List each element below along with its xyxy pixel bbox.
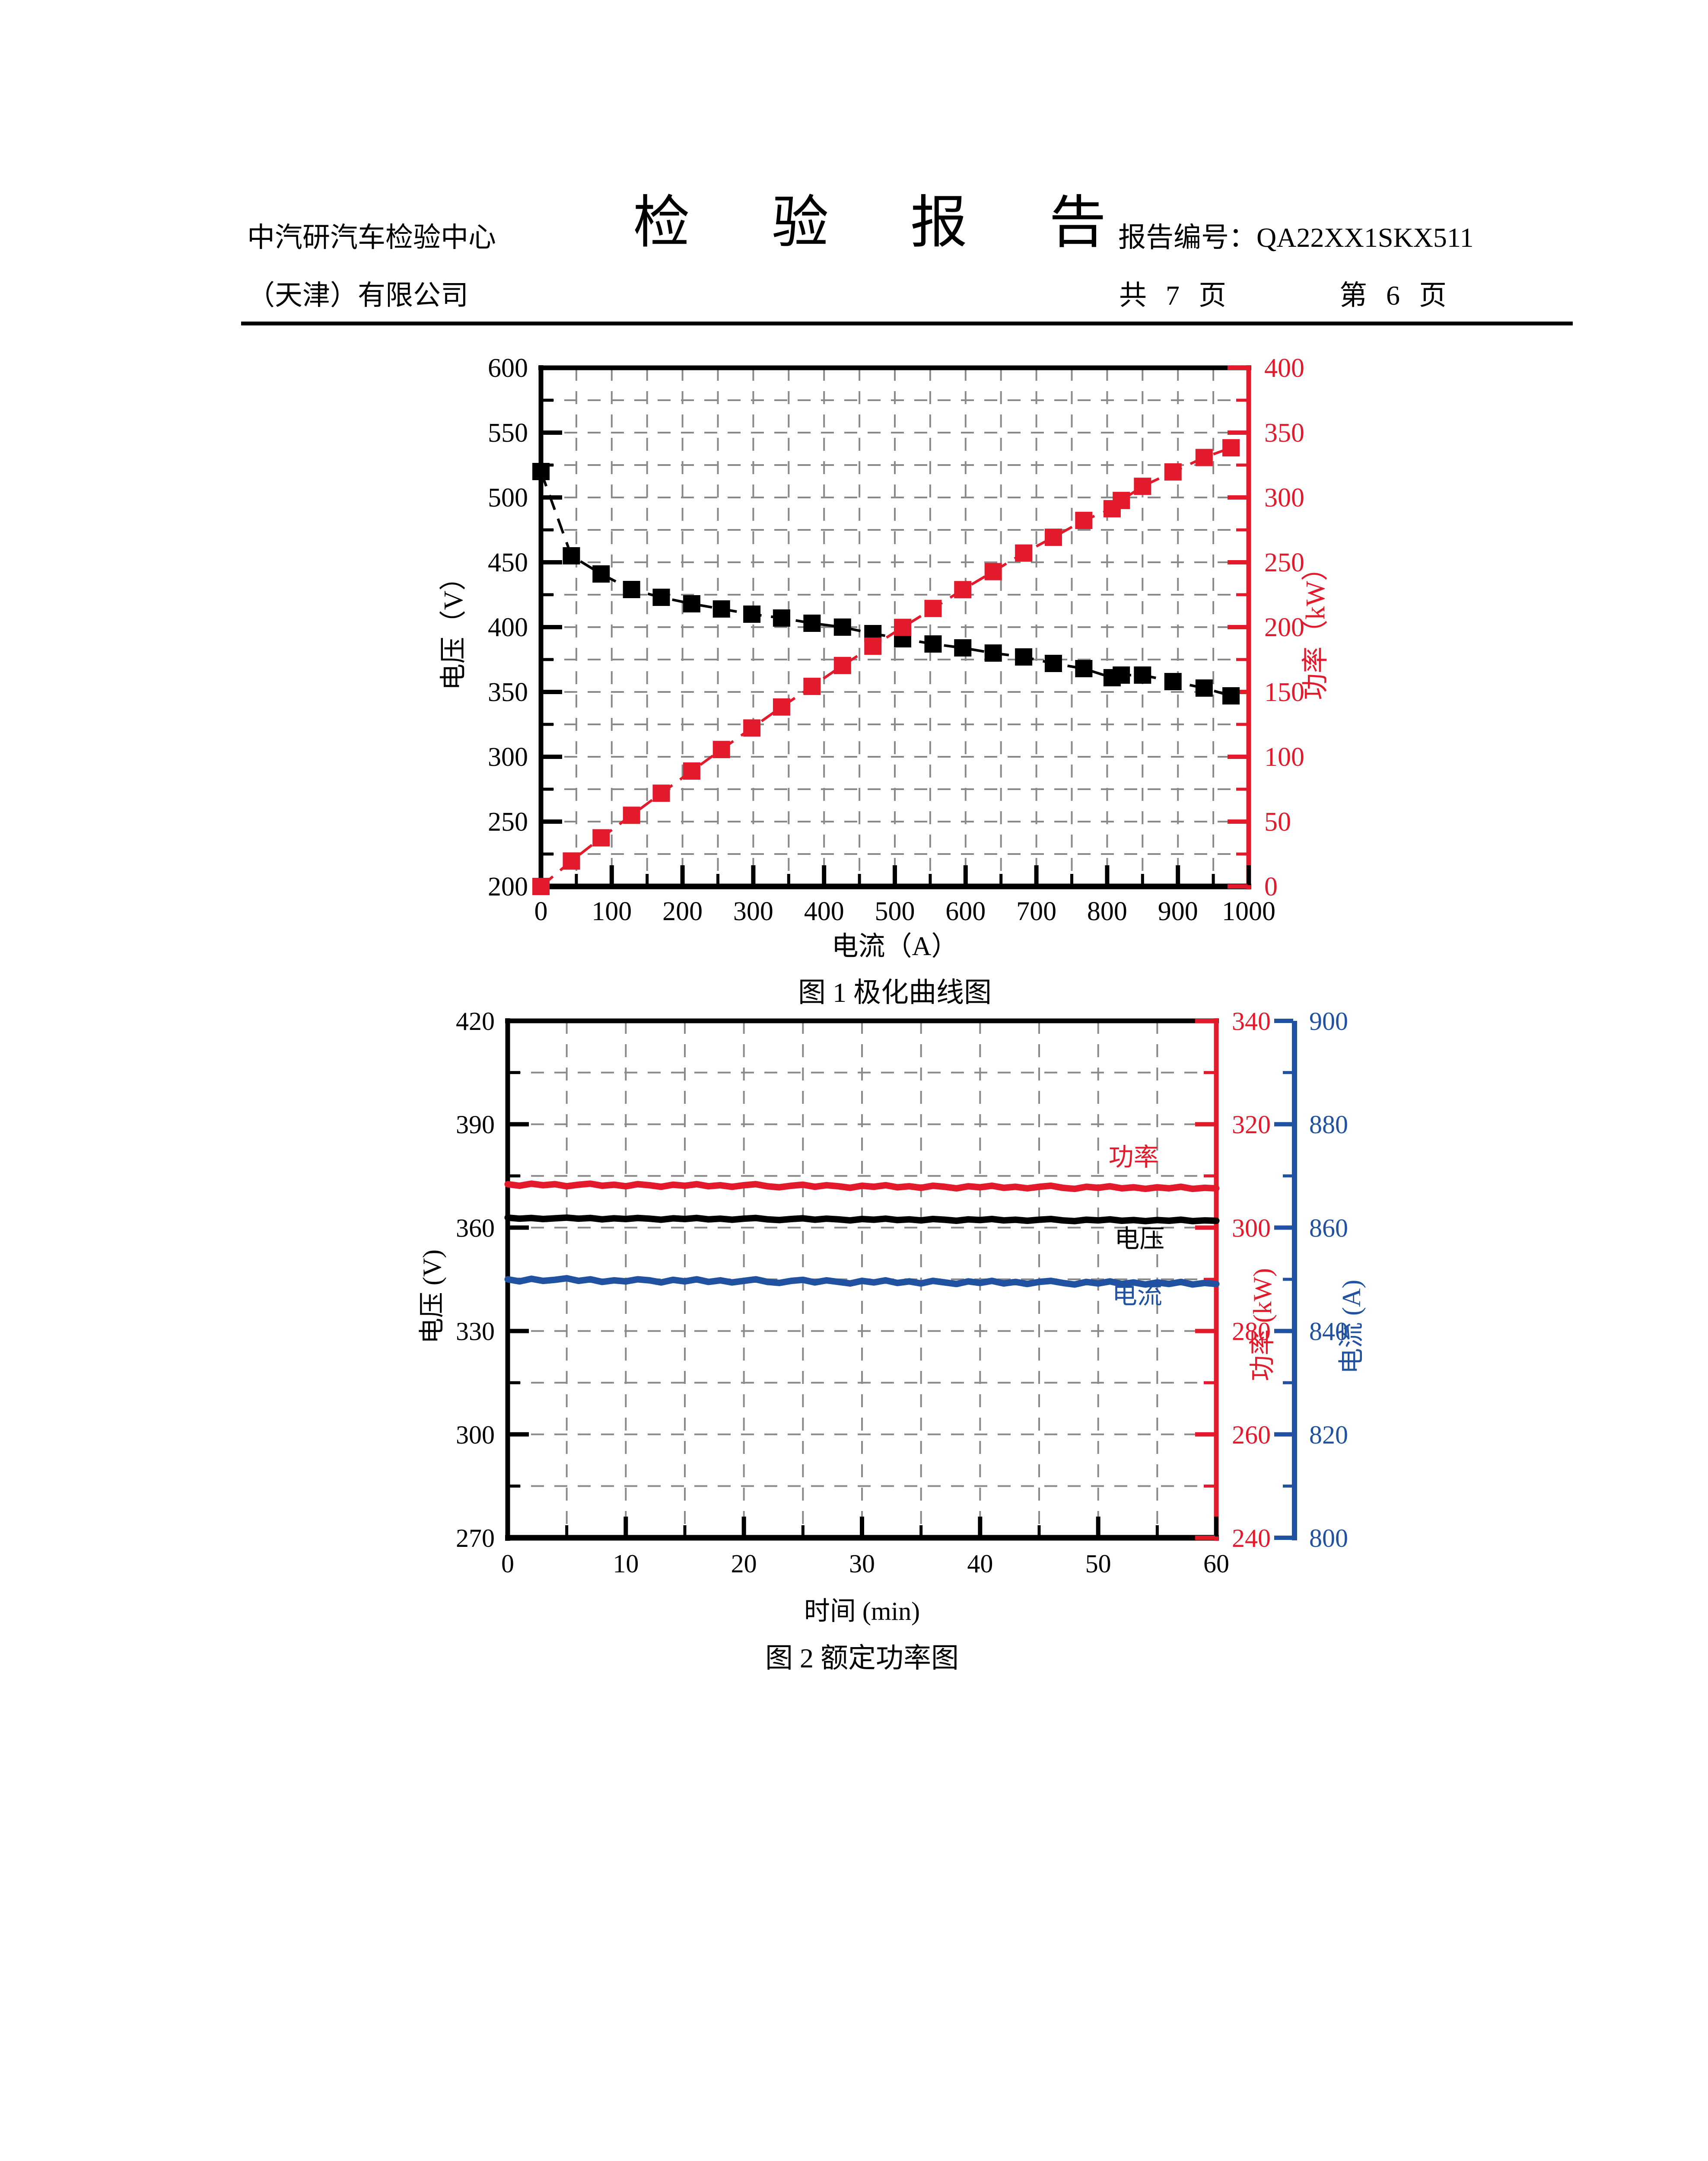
svg-text:电流: 电流 (1112, 1281, 1162, 1309)
svg-text:0: 0 (534, 897, 548, 926)
svg-text:300: 300 (1264, 483, 1304, 513)
svg-text:500: 500 (875, 897, 915, 926)
header-organization: 中汽研汽车检验中心 (247, 222, 496, 253)
svg-text:200: 200 (488, 872, 528, 902)
svg-text:电流（A）: 电流（A） (832, 932, 958, 961)
svg-text:图 2 额定功率图: 图 2 额定功率图 (765, 1643, 959, 1673)
header-pages-total: 共 7 页 (1119, 280, 1232, 311)
svg-text:250: 250 (1264, 548, 1304, 577)
svg-text:60: 60 (1203, 1549, 1229, 1578)
svg-text:1000: 1000 (1222, 897, 1275, 926)
svg-text:30: 30 (849, 1549, 875, 1578)
svg-text:400: 400 (804, 897, 844, 926)
svg-text:350: 350 (1264, 418, 1304, 448)
svg-text:20: 20 (731, 1549, 757, 1578)
svg-text:860: 860 (1309, 1214, 1348, 1242)
svg-text:功率 (kW): 功率 (kW) (1248, 1268, 1277, 1381)
svg-text:330: 330 (456, 1317, 495, 1346)
report-number-label: 报告编号： (1118, 222, 1256, 253)
svg-text:功率: 功率 (1109, 1143, 1159, 1171)
svg-text:时间 (min): 时间 (min) (804, 1597, 920, 1626)
svg-text:300: 300 (733, 897, 773, 926)
svg-text:350: 350 (488, 678, 528, 707)
svg-text:880: 880 (1309, 1110, 1348, 1139)
header-page-current: 第 6 页 (1339, 280, 1453, 311)
svg-text:360: 360 (456, 1214, 495, 1242)
svg-text:电压（V）: 电压（V） (439, 564, 468, 691)
svg-text:250: 250 (488, 807, 528, 837)
svg-text:900: 900 (1309, 1007, 1348, 1036)
svg-text:600: 600 (488, 354, 528, 383)
svg-text:40: 40 (967, 1549, 993, 1578)
svg-text:600: 600 (945, 897, 986, 926)
svg-text:200: 200 (1264, 613, 1304, 642)
svg-text:550: 550 (488, 418, 528, 448)
svg-text:800: 800 (1087, 897, 1127, 926)
svg-text:10: 10 (613, 1549, 639, 1578)
svg-text:840: 840 (1309, 1317, 1348, 1346)
page-title: 检 验 报 告 (633, 191, 1140, 255)
svg-text:100: 100 (592, 897, 632, 926)
svg-text:400: 400 (1264, 354, 1304, 383)
header-company: （天津）有限公司 (247, 280, 468, 311)
svg-text:100: 100 (1264, 743, 1304, 772)
svg-text:0: 0 (1264, 872, 1278, 902)
svg-text:340: 340 (1232, 1007, 1271, 1036)
report-number-value: QA22XX1SKX511 (1256, 222, 1474, 253)
svg-text:电流 (A): 电流 (A) (1337, 1280, 1366, 1374)
svg-text:420: 420 (456, 1007, 495, 1036)
svg-text:240: 240 (1232, 1524, 1271, 1552)
svg-text:390: 390 (456, 1110, 495, 1139)
svg-text:900: 900 (1158, 897, 1198, 926)
svg-text:功率（kW）: 功率（kW） (1301, 554, 1330, 700)
svg-text:0: 0 (501, 1549, 514, 1578)
figure2-chart: 0 10 20 30 40 50 60 270 300 330 360 390 420 240 260 280… (418, 1007, 1366, 1673)
svg-text:300: 300 (488, 743, 528, 772)
svg-text:320: 320 (1232, 1110, 1271, 1139)
header-divider (241, 322, 1573, 325)
svg-text:700: 700 (1016, 897, 1056, 926)
svg-text:820: 820 (1309, 1421, 1348, 1449)
svg-text:450: 450 (488, 548, 528, 577)
svg-text:260: 260 (1232, 1421, 1271, 1449)
svg-text:270: 270 (456, 1524, 495, 1552)
svg-text:280: 280 (1232, 1317, 1271, 1346)
svg-text:400: 400 (488, 613, 528, 642)
svg-text:200: 200 (662, 897, 703, 926)
figure1-chart: 0 100 200 300 400 500 600 700 800 900 100020025030… (439, 354, 1330, 1008)
svg-text:50: 50 (1085, 1549, 1111, 1578)
svg-text:500: 500 (488, 483, 528, 513)
svg-text:800: 800 (1309, 1524, 1348, 1552)
svg-text:150: 150 (1264, 678, 1304, 707)
svg-text:图 1 极化曲线图: 图 1 极化曲线图 (798, 977, 992, 1008)
svg-text:50: 50 (1264, 807, 1291, 837)
svg-text:300: 300 (456, 1421, 495, 1449)
svg-text:300: 300 (1232, 1214, 1271, 1242)
svg-text:电压 (V): 电压 (V) (418, 1249, 446, 1344)
header-report-number: 报告编号：QA22XX1SKX511 (1118, 215, 1474, 255)
svg-text:电压: 电压 (1114, 1225, 1164, 1253)
